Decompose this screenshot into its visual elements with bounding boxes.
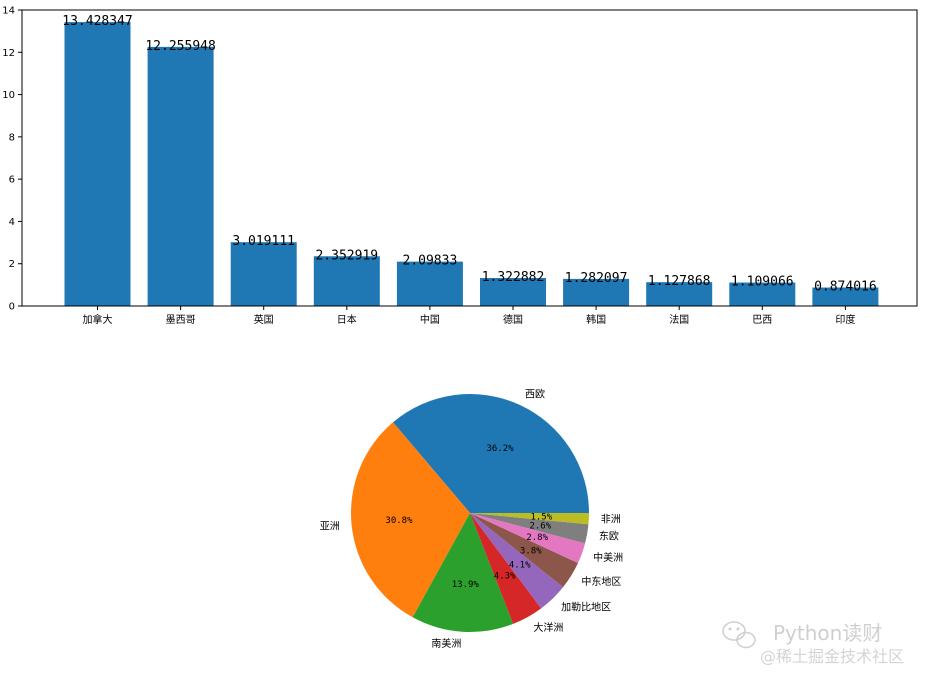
x-tick-label: 巴西 <box>752 314 772 326</box>
y-tick-label: 8 <box>9 132 15 143</box>
bar-value-label: 3.019111 <box>232 234 295 249</box>
bar <box>563 278 630 306</box>
pie-slice <box>470 513 586 563</box>
bar-value-label: 2.352919 <box>315 248 378 263</box>
pie-percent-label: 36.2% <box>486 444 514 454</box>
bar <box>480 278 546 306</box>
pie-label: 西欧 <box>525 389 545 401</box>
pie-chart: 西欧 36.2% 亚洲 30.8% 南美洲 13.9% 大洋洲 4.3% 加勒比地区 4.1% 中东… <box>320 389 623 650</box>
bar-value-label: 13.428347 <box>62 14 132 29</box>
y-tick-label: 4 <box>9 217 15 228</box>
pie-label: 非洲 <box>601 514 621 526</box>
x-tick-label: 韩国 <box>586 313 606 326</box>
pie-slice <box>393 394 589 513</box>
pie-percent-label: 3.8% <box>520 546 542 556</box>
x-tick-label: 墨西哥 <box>166 314 196 326</box>
pie-label: 加勒比地区 <box>561 601 611 614</box>
pie-percent-label: 1.5% <box>530 512 552 522</box>
x-tick-label: 中国 <box>420 313 440 326</box>
pie-label: 大洋洲 <box>533 621 563 634</box>
pie-percent-label: 2.8% <box>526 533 548 543</box>
y-tick-label: 14 <box>2 6 15 17</box>
y-tick-label: 10 <box>2 90 15 101</box>
pie-label: 中美洲 <box>593 551 623 564</box>
bar-value-label: 1.109066 <box>731 275 794 290</box>
y-tick-label: 6 <box>9 175 15 186</box>
pie-slice <box>470 513 589 525</box>
x-tick-label: 印度 <box>835 313 855 326</box>
bar-value-label: 1.322882 <box>482 270 545 285</box>
pie-slice <box>351 422 470 618</box>
x-tick-label: 德国 <box>503 313 523 326</box>
watermark: Python读财 @稀土掘金技术社区 <box>722 621 904 666</box>
pie-percent-label: 4.1% <box>509 560 531 570</box>
pie-slice <box>470 513 578 588</box>
wechat-icon <box>722 621 756 649</box>
pie-label: 东欧 <box>599 529 619 542</box>
bar-value-label: 1.127868 <box>648 274 711 289</box>
pie-slice <box>470 513 542 624</box>
watermark-subtitle: @稀土掘金技术社区 <box>760 647 904 666</box>
bar-value-label: 2.09833 <box>403 254 458 269</box>
x-tick-label: 日本 <box>337 313 357 326</box>
bar-chart: 13.428347 加拿大 12.255948 墨西哥 3.019111 英国 2.3529… <box>2 6 918 326</box>
pie-slice <box>470 513 564 609</box>
pie-label: 亚洲 <box>320 521 340 533</box>
bar-value-label: 12.255948 <box>145 39 215 54</box>
bar <box>396 261 463 306</box>
bar <box>64 22 131 307</box>
y-tick-label: 2 <box>9 259 15 270</box>
watermark-title: Python读财 <box>773 621 882 645</box>
bar <box>313 256 380 306</box>
bar <box>812 287 879 306</box>
bar <box>646 282 713 306</box>
y-tick-label: 0 <box>9 302 15 313</box>
plot-frame <box>21 9 918 307</box>
x-tick-label: 法国 <box>669 313 689 326</box>
pie-slice <box>412 513 514 632</box>
pie-percent-label: 2.6% <box>529 521 551 531</box>
bar-value-label: 0.874016 <box>814 280 877 295</box>
pie-percent-label: 13.9% <box>452 580 480 590</box>
x-tick-label: 英国 <box>254 313 274 326</box>
pie-label: 中东地区 <box>581 575 621 588</box>
pie-label: 南美洲 <box>431 637 461 650</box>
pie-percent-label: 4.3% <box>494 571 516 581</box>
x-tick-label: 加拿大 <box>83 313 113 326</box>
bar <box>147 46 214 307</box>
pie-slice <box>470 513 589 544</box>
bar <box>230 242 297 306</box>
bar-value-label: 1.282097 <box>565 271 628 286</box>
bar <box>729 282 796 306</box>
pie-percent-label: 30.8% <box>385 516 413 526</box>
y-tick-label: 12 <box>2 48 15 59</box>
